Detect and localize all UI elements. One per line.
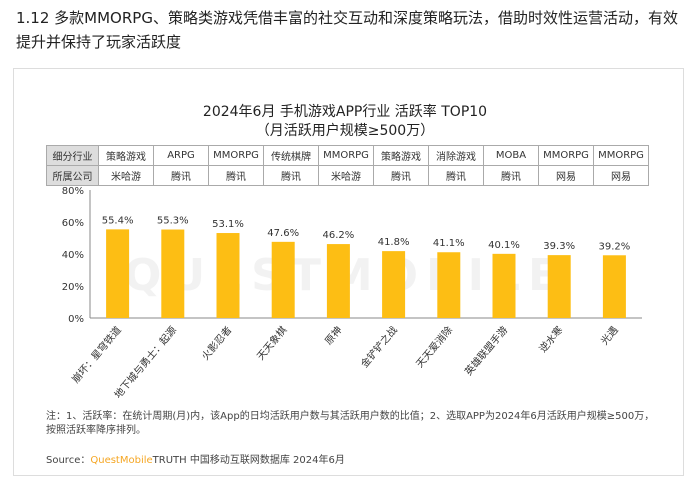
x-tick-label: 天天象棋 bbox=[254, 324, 290, 363]
company-cell: 腾讯 bbox=[373, 165, 429, 186]
data-label: 40.1% bbox=[488, 240, 520, 251]
bar bbox=[437, 252, 461, 318]
row-header-company: 所属公司 bbox=[46, 165, 99, 186]
data-label: 47.6% bbox=[267, 228, 299, 239]
chart-title: 2024年6月 手机游戏APP行业 活跃率 TOP10 bbox=[202, 104, 488, 120]
company-cell: 腾讯 bbox=[428, 165, 484, 186]
bar bbox=[216, 233, 240, 318]
source-prefix: Source： bbox=[46, 455, 91, 466]
bar bbox=[106, 229, 130, 318]
chart-subtitle: （月活跃用户规模≥500万） bbox=[255, 123, 435, 139]
x-tick-label: 崩坏：星穹铁道 bbox=[69, 324, 124, 386]
data-label: 41.1% bbox=[433, 238, 465, 249]
bar bbox=[161, 229, 185, 318]
x-tick-label: 光遇 bbox=[598, 324, 621, 348]
y-tick-label: 80% bbox=[62, 186, 84, 197]
data-label: 39.3% bbox=[543, 241, 575, 252]
chart-frame bbox=[13, 68, 684, 476]
bar bbox=[547, 255, 571, 318]
data-label: 39.2% bbox=[599, 241, 631, 252]
x-tick-label: 原神 bbox=[322, 324, 345, 348]
company-cell: 腾讯 bbox=[208, 165, 264, 186]
data-label: 53.1% bbox=[212, 219, 244, 230]
bar bbox=[602, 255, 626, 318]
bar bbox=[382, 251, 406, 318]
section-heading: 1.12 多款MMORPG、策略类游戏凭借丰富的社交互动和深度策略玩法，借助时效… bbox=[16, 9, 678, 51]
info-table: 细分行业 策略游戏 ARPG MMORPG 传统棋牌 MMORPG 策略游戏 消除游戏 MOBA… bbox=[46, 145, 649, 186]
source-text: TRUTH 中国移动互联网数据库 2024年6月 bbox=[152, 455, 345, 466]
data-label: 55.4% bbox=[102, 215, 134, 226]
data-label: 55.3% bbox=[157, 216, 189, 227]
x-tick-label: 火影忍者 bbox=[199, 324, 234, 362]
source-line: Source：QuestMobileTRUTH 中国移动互联网数据库 2024年… bbox=[46, 451, 345, 466]
bar bbox=[326, 244, 350, 318]
x-tick-label: 英雄联盟手游 bbox=[462, 324, 511, 378]
company-cell: 腾讯 bbox=[153, 165, 209, 186]
y-tick-label: 0% bbox=[68, 314, 84, 325]
x-tick-label: 天天爱消除 bbox=[413, 324, 455, 371]
bar bbox=[492, 253, 516, 318]
data-label: 41.8% bbox=[378, 237, 410, 248]
y-tick-label: 40% bbox=[62, 250, 84, 261]
company-cell: 网易 bbox=[593, 165, 649, 186]
data-label: 46.2% bbox=[323, 230, 355, 241]
x-tick-label: 地下城与勇士：起源 bbox=[111, 324, 179, 401]
x-tick-label: 金铲铲之战 bbox=[358, 324, 400, 371]
bar bbox=[271, 241, 295, 318]
y-tick-label: 20% bbox=[62, 282, 84, 293]
chart-note: 注：1、活跃率：在统计周期(月)内，该App的日均活跃用户数与其活跃用户数的比值… bbox=[46, 411, 655, 436]
y-tick-label: 60% bbox=[62, 218, 84, 229]
source-brand: QuestMobile bbox=[90, 455, 153, 466]
x-tick-label: 逆水寒 bbox=[536, 324, 565, 355]
company-cell: 网易 bbox=[538, 165, 594, 186]
